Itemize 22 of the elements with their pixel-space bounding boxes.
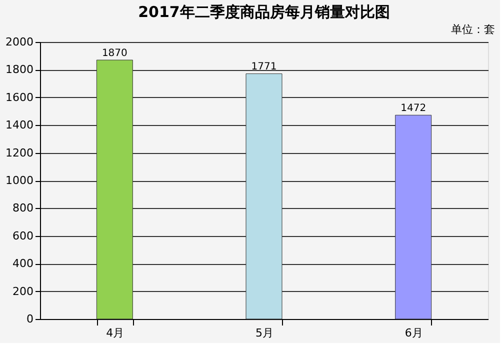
y-tick-label: 1600 xyxy=(6,90,34,104)
y-tick-label: 1800 xyxy=(6,63,34,76)
bar xyxy=(246,73,282,320)
y-tick-label: 600 xyxy=(12,229,34,242)
x-tick-label: 4月 xyxy=(106,326,124,340)
y-tick-label: 0 xyxy=(26,312,34,326)
bar xyxy=(96,60,133,320)
y-tick-label: 2000 xyxy=(6,36,34,48)
y-tick-label: 800 xyxy=(12,202,34,215)
y-tick-label: 400 xyxy=(12,257,34,270)
data-label: 1870 xyxy=(102,48,128,60)
y-tick-label: 1200 xyxy=(6,146,34,160)
y-tick-label: 200 xyxy=(12,284,34,298)
chart-title: 2017年二季度商品房每月销量对比图 xyxy=(138,3,390,21)
text: 单位：套 xyxy=(451,23,495,36)
y-tick-label: 1000 xyxy=(6,174,34,187)
x-tick-label: 6月 xyxy=(404,326,423,340)
data-label: 1472 xyxy=(400,103,426,114)
data-label: 1771 xyxy=(251,62,277,73)
y-tick-label: 1400 xyxy=(6,118,34,132)
x-tick-label: 5月 xyxy=(256,326,274,340)
bar xyxy=(395,114,432,320)
